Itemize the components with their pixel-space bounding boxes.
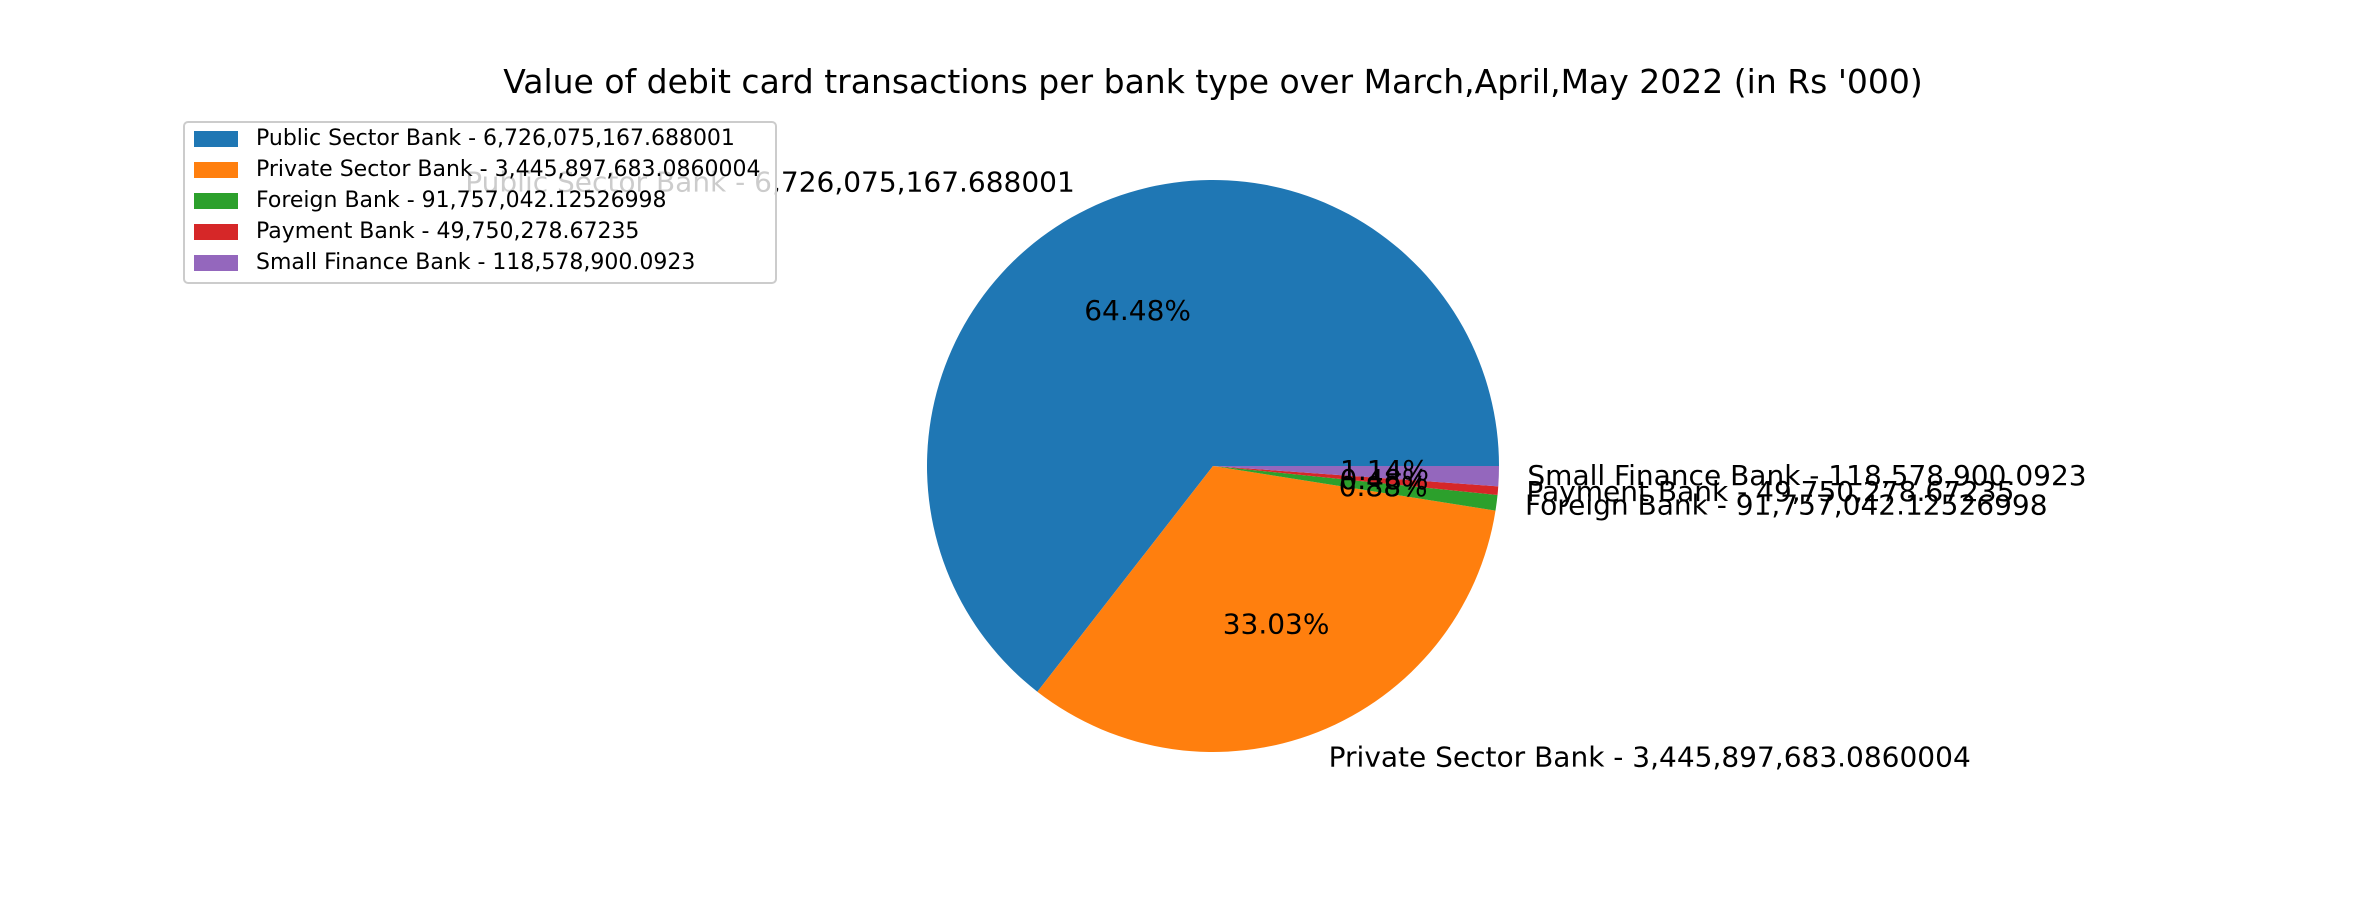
pie-slice-4	[1213, 466, 1499, 487]
pie-slice-1	[1037, 466, 1496, 752]
slice-label-1: Private Sector Bank - 3,445,897,683.0860…	[1329, 741, 1971, 774]
legend-entries: Public Sector Bank - 6,726,075,167.68800…	[194, 126, 761, 275]
percent-labels: 64.48% 33.03% 0.88%0.48%1.14%	[1084, 294, 1429, 641]
pie-slice-3	[1213, 466, 1499, 495]
slice-labels: Public Sector Bank - 6,726,075,167.68800…	[465, 165, 2086, 773]
percent-label-4: 1.14%	[1340, 454, 1429, 487]
legend: Public Sector Bank - 6,726,075,167.68800…	[183, 121, 777, 284]
legend-swatch-4	[194, 255, 238, 271]
legend-swatch-3	[194, 224, 238, 240]
percent-label-3: 0.48%	[1339, 463, 1428, 496]
legend-label-2: Foreign Bank - 91,757,042.12526998	[256, 188, 667, 213]
slice-label-2: Foreign Bank - 91,757,042.12526998	[1525, 488, 2048, 521]
percent-label-2: 0.88%	[1339, 470, 1428, 503]
pie-slice-2	[1213, 466, 1498, 511]
pie-slice-0	[927, 179, 1499, 692]
pie-slices	[927, 179, 1499, 752]
chart-title: Value of debit card transactions per ban…	[503, 62, 1923, 101]
legend-swatch-1	[194, 162, 238, 178]
percent-label-0: 64.48%	[1084, 294, 1191, 327]
slice-label-4: Small Finance Bank - 118,578,900.0923	[1527, 459, 2086, 492]
legend-label-3: Payment Bank - 49,750,278.67235	[256, 219, 639, 244]
legend-swatch-2	[194, 193, 238, 209]
legend-label-1: Private Sector Bank - 3,445,897,683.0860…	[256, 157, 761, 182]
percent-label-1: 33.03%	[1223, 608, 1330, 641]
slice-label-3: Payment Bank - 49,750,278.67235	[1526, 475, 2014, 508]
legend-label-0: Public Sector Bank - 6,726,075,167.68800…	[256, 126, 735, 151]
legend-frame	[183, 121, 777, 284]
legend-label-4: Small Finance Bank - 118,578,900.0923	[256, 250, 695, 275]
legend-swatch-0	[194, 131, 238, 147]
